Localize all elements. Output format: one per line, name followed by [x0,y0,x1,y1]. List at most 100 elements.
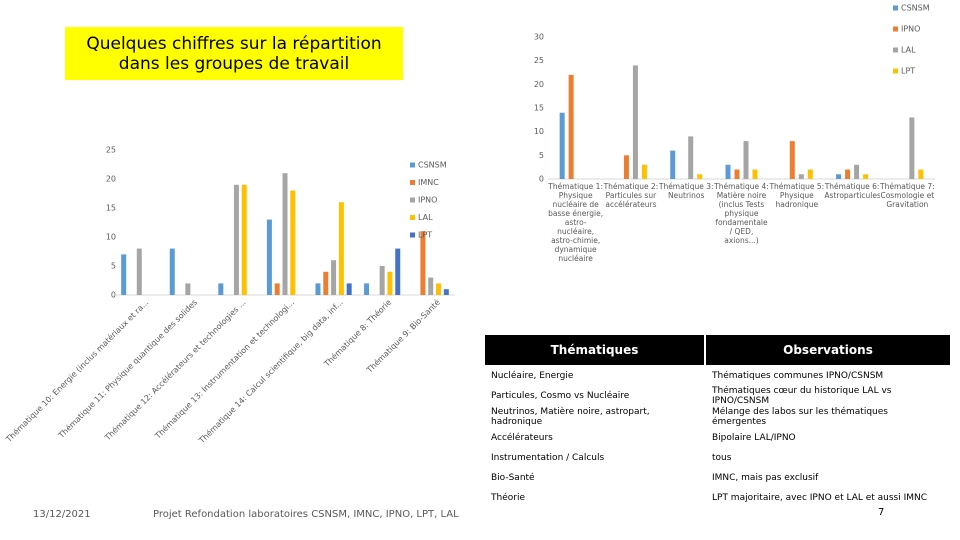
table: Thématiques Observations Nucléaire, Ener… [483,335,950,507]
y-tick-label: 25 [534,56,544,65]
x-tick-label: Thématique 7: Cosmologie et Gravitation [880,182,935,209]
x-tick-label: Thématique 6: Astroparticules [824,182,880,200]
slide-title: Quelques chiffres sur la répartition dan… [65,27,403,80]
y-tick-label: 20 [106,175,116,184]
bar [428,277,434,295]
category-label-box: Thématique 6: Astroparticules [824,182,880,200]
legend-swatch [893,5,898,11]
bar [752,169,758,179]
bar [136,248,142,295]
category-label-box: Thématique 7: Cosmologie et Gravitation [880,182,935,209]
legend-swatch [893,26,898,32]
table-header: Thématiques Observations [483,335,950,366]
table-row: Bio-Santé IMNC, mais pas exclusif [483,467,950,488]
bar [290,190,296,295]
legend-swatch [410,197,415,203]
category-label-box: Thématique 4: Matière noire (inclus Test… [714,182,769,245]
category-label-box: Thématique 3: Neutrinos [658,182,714,200]
x-tick-label: Thématique 5: Physique hadronique [769,182,825,209]
bar [274,283,280,295]
bar [395,248,401,295]
table-cell: Bipolaire LAL/IPNO [704,427,950,448]
bar [697,174,703,179]
legend-label: LPT [418,231,432,240]
y-tick-label: 30 [534,33,544,42]
table-cell: Théorie [483,487,705,507]
legend-label: IPNO [901,25,920,34]
y-tick-label: 15 [106,204,116,213]
y-tick-label: 0 [111,291,116,300]
bar [623,155,629,179]
x-tick-label: Thématique 2: Particules sur accélérateu… [603,182,659,209]
y-tick-label: 0 [539,175,544,184]
table-cell: Neutrinos, Matière noire, astropart, had… [483,406,705,428]
x-tick-label: Thématique 4: Matière noire (inclus Test… [714,182,769,245]
table-cell: Particules, Cosmo vs Nucléaire [483,385,705,407]
legend-swatch [410,180,415,185]
bar [346,283,352,295]
table-cell: IMNC, mais pas exclusif [704,467,950,488]
bar [918,169,924,179]
bar [169,248,175,295]
bar [121,254,127,295]
bar [854,164,860,179]
table-row: Nucléaire, Energie Thématiques communes I… [483,365,950,386]
x-tick-label: Thématique 3: Neutrinos [658,182,714,200]
table-row: Neutrinos, Matière noire, astropart, had… [483,406,950,428]
bar [218,283,224,295]
bar [734,169,740,179]
y-tick-label: 5 [539,151,544,160]
y-tick-label: 15 [534,104,544,113]
legend-swatch [410,232,415,238]
category-label-box: Thématique 1: Physique nucléaire de bass… [548,182,604,263]
legend-swatch [410,215,415,220]
bar [798,174,804,179]
legend-label: CSNSM [901,4,930,13]
table-cell: tous [704,447,950,468]
table-row: Instrumentation / Calculs tous [483,447,950,468]
bar [420,231,426,295]
table-cell: Accélérateurs [483,427,705,448]
bar [688,136,694,179]
x-tick-label: Thématique 1: Physique nucléaire de bass… [548,182,604,263]
bar [443,289,449,295]
legend-label: LAL [418,213,433,222]
legend-swatch [893,68,898,74]
bar [185,283,191,295]
table-row: Accélérateurs Bipolaire LAL/IPNO [483,427,950,448]
bar [364,283,370,295]
y-tick-label: 10 [534,127,544,136]
footer-date: 13/12/2021 [33,509,91,520]
header-cell: Thématiques [483,335,705,366]
bar [387,271,393,295]
y-tick-label: 5 [111,262,116,271]
table-row: Particules, Cosmo vs Nucléaire Thématique… [483,385,950,407]
footer-text: Projet Refondation laboratoires CSNSM, I… [153,509,459,520]
bar [845,169,851,179]
bar [241,184,247,295]
table-row: Théorie LPT majoritaire, avec IPNO et LAL… [483,487,950,507]
bar [559,112,565,179]
bar [233,184,239,295]
y-tick-label: 25 [106,146,116,155]
y-tick-label: 10 [106,233,116,242]
bar [436,283,442,295]
table-cell: LPT majoritaire, avec IPNO et LAL et aus… [704,487,950,507]
bar [836,174,842,179]
bar [909,117,915,179]
bar [379,266,385,295]
header-cell: Observations [704,335,950,366]
bar [331,260,337,295]
category-label-box: Thématique 5: Physique hadronique [769,182,825,209]
bar [807,169,813,179]
legend-label: CSNSM [418,161,447,170]
table-cell: Mélange des labos sur les thématiques ém… [704,406,950,428]
bar [670,150,676,179]
table-cell: Bio-Santé [483,467,705,488]
bar [641,164,647,179]
table-cell: Nucléaire, Energie [483,365,705,386]
legend-label: LAL [901,46,916,55]
table-cell: Thématiques communes IPNO/CSNSM [704,365,950,386]
